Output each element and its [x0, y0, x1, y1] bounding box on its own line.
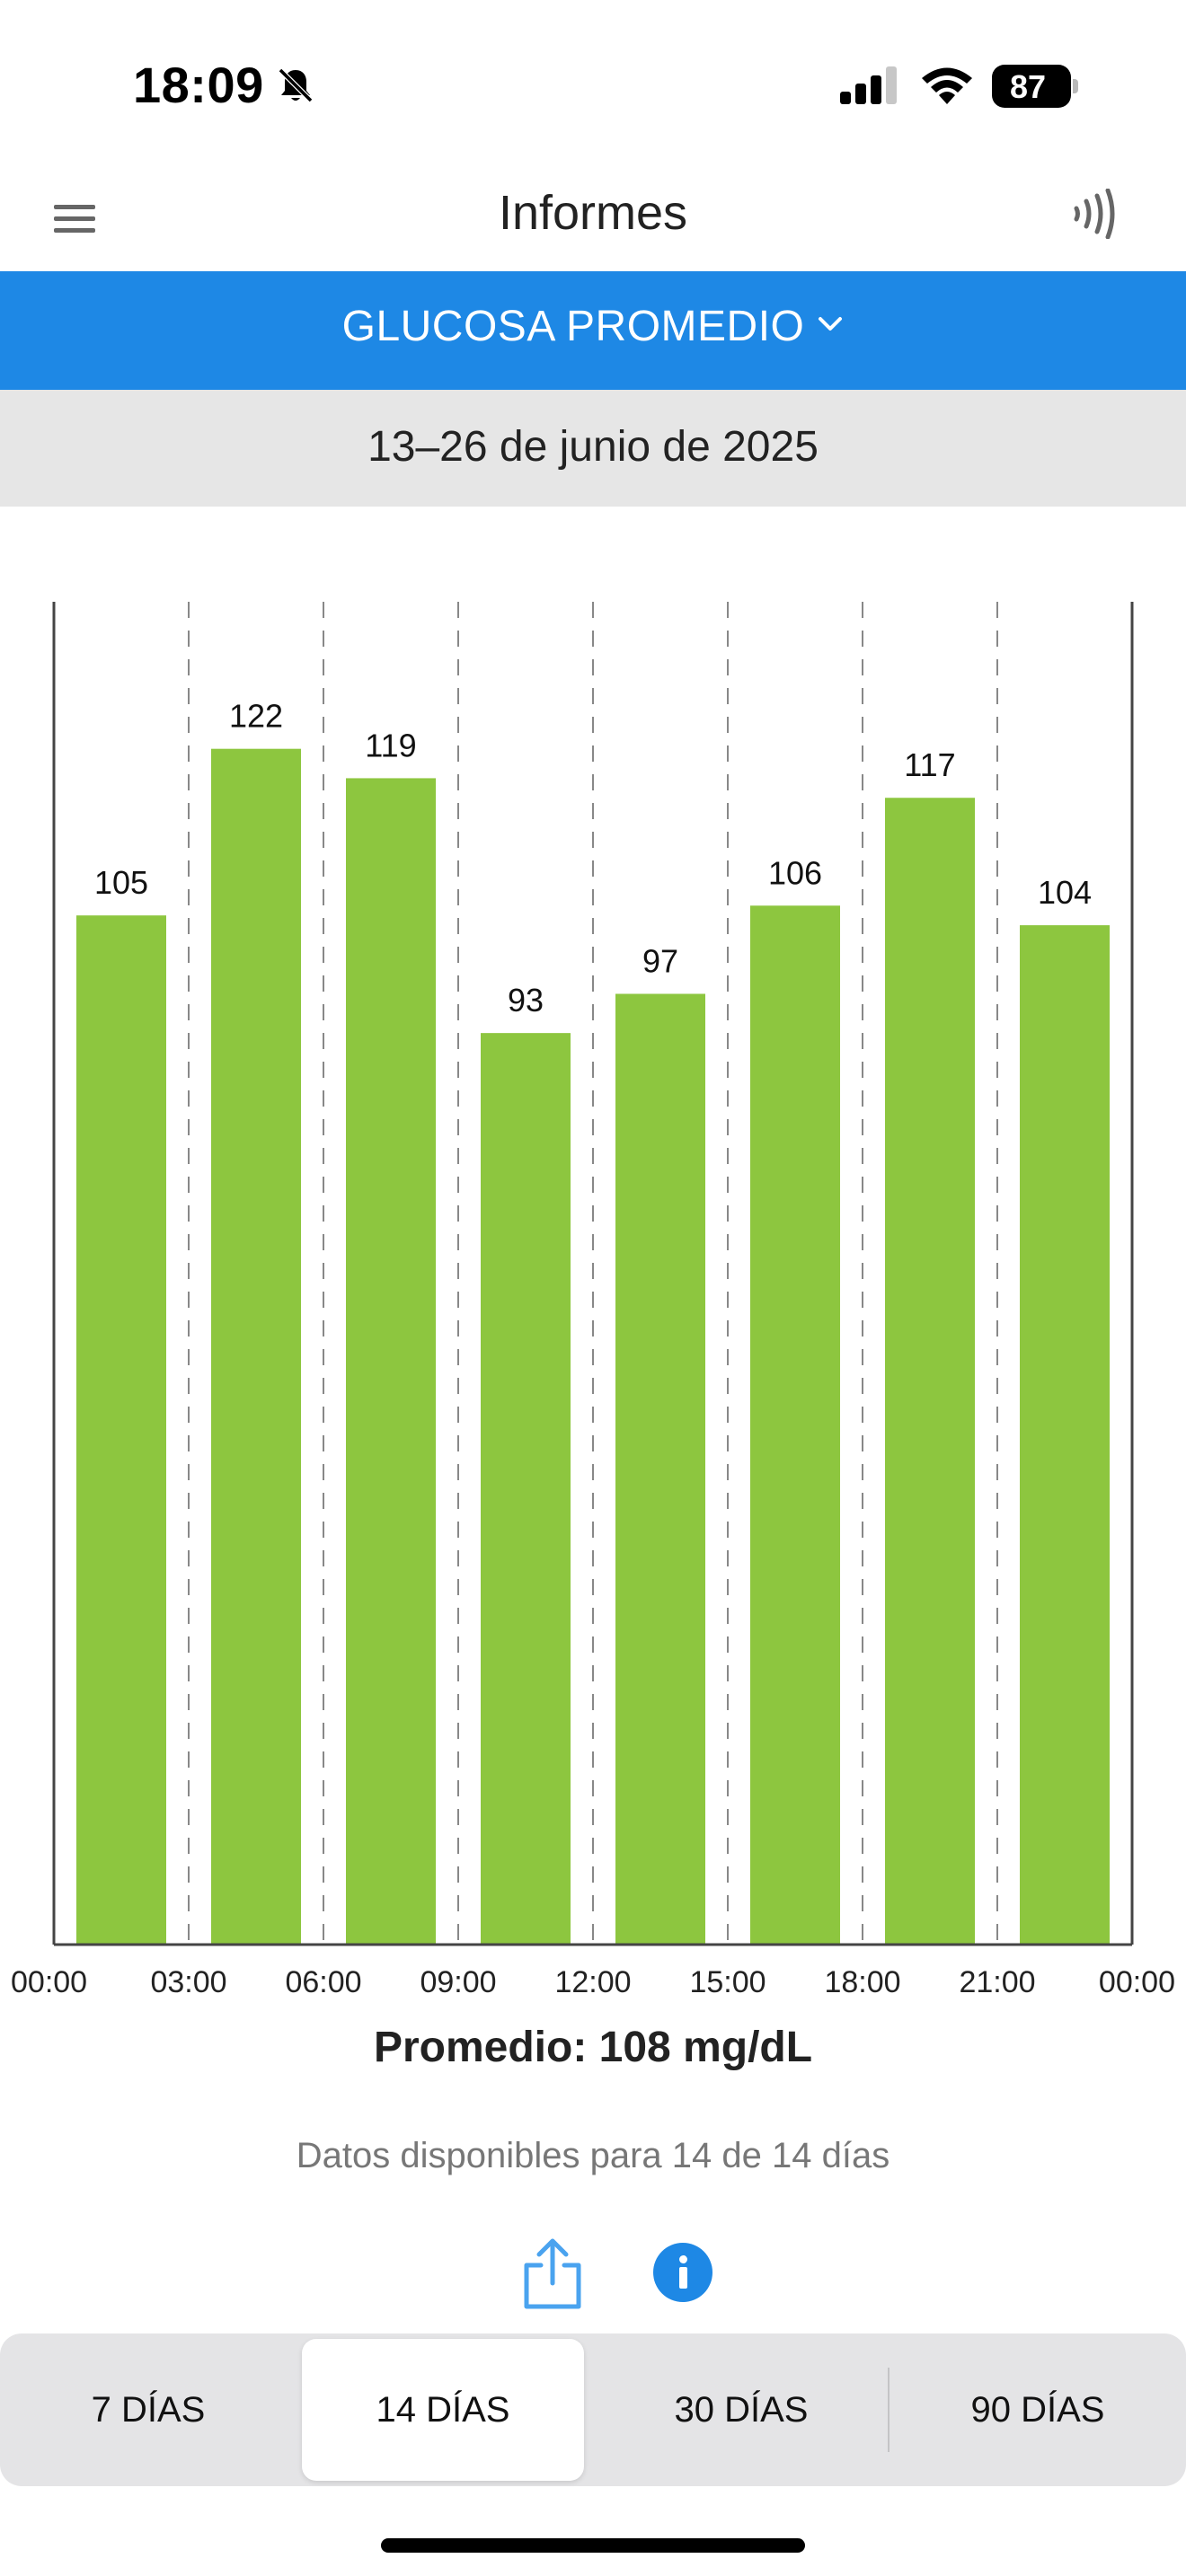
x-tick-label: 21:00: [959, 1965, 1035, 1999]
average-value: Promedio: 108 mg/dL: [373, 2024, 813, 2071]
report-selector-label: GLUCOSA PROMEDIO: [341, 303, 805, 350]
bar-value-label: 106: [768, 854, 822, 891]
x-tick-label: 15:00: [689, 1965, 766, 1999]
chevron-down-icon: [819, 317, 843, 331]
bar-value-label: 104: [1038, 874, 1092, 911]
status-bar: 18:09 87: [0, 0, 1186, 171]
menu-icon[interactable]: [54, 201, 97, 237]
average-glucose-chart: 105 122 119 93 97 106 117 104 00:00 03:00 06:00 09:…: [0, 575, 1186, 2012]
bar-value-label: 117: [904, 746, 955, 783]
bar-value-label: 119: [365, 727, 416, 763]
period-30-days[interactable]: 30 DÍAS: [674, 2389, 809, 2430]
wifi-icon: [922, 67, 972, 104]
x-tick-label: 18:00: [824, 1965, 900, 1999]
home-indicator: [381, 2538, 805, 2553]
period-14-days[interactable]: 14 DÍAS: [302, 2339, 584, 2481]
bar: [76, 915, 166, 1945]
bar: [481, 1033, 571, 1945]
date-range-bar: 13–26 de junio de 2025: [0, 390, 1186, 507]
nfc-scan-icon[interactable]: [1069, 189, 1123, 239]
share-icon[interactable]: [521, 2236, 584, 2310]
x-tick-label: 00:00: [11, 1965, 87, 1999]
chart-svg: 105 122 119 93 97 106 117 104 00:00 03:00 06:00 09:…: [11, 602, 1175, 1999]
bell-slash-icon: [278, 67, 314, 103]
battery-icon: 87: [992, 65, 1078, 108]
bar: [1020, 925, 1110, 1945]
signal-icon: [840, 66, 897, 104]
x-tick-label: 09:00: [420, 1965, 496, 1999]
bar: [885, 798, 975, 1945]
nav-bar: Informes: [0, 171, 1186, 271]
x-tick-label: 12:00: [554, 1965, 631, 1999]
bar-value-label: 97: [642, 942, 678, 979]
bar: [750, 905, 840, 1945]
report-selector[interactable]: GLUCOSA PROMEDIO: [0, 271, 1186, 390]
bar-value-label: 122: [229, 698, 283, 735]
status-time: 18:09: [133, 57, 264, 113]
segment-divider: [888, 2368, 890, 2452]
date-range: 13–26 de junio de 2025: [367, 423, 819, 471]
bar: [346, 778, 436, 1945]
x-tick-label: 00:00: [1099, 1965, 1175, 1999]
period-90-days[interactable]: 90 DÍAS: [970, 2389, 1105, 2430]
x-tick-label: 03:00: [150, 1965, 226, 1999]
x-tick-label: 06:00: [285, 1965, 361, 1999]
battery-level: 87: [1009, 68, 1047, 105]
period-7-days[interactable]: 7 DÍAS: [91, 2389, 206, 2430]
page-title: Informes: [498, 186, 688, 240]
bar-value-label: 93: [508, 982, 544, 1019]
bar: [211, 748, 301, 1945]
bar-value-label: 105: [94, 864, 148, 901]
data-availability: Datos disponibles para 14 de 14 días: [296, 2136, 890, 2175]
info-icon[interactable]: [653, 2243, 712, 2302]
period-selector: 7 DÍAS 14 DÍAS 30 DÍAS 90 DÍAS: [0, 2333, 1186, 2486]
bar: [615, 993, 705, 1945]
